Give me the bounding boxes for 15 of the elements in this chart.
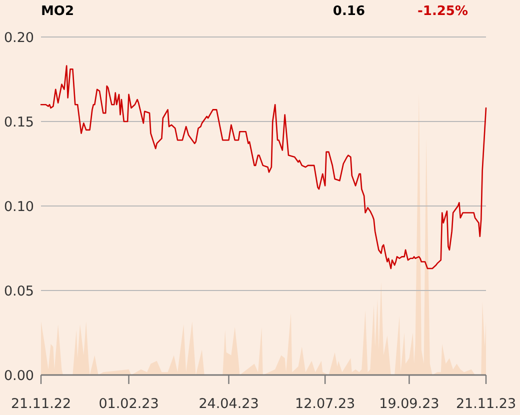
- x-tick-label: 21.11.22: [10, 396, 72, 412]
- x-tick-label: 19.09.23: [379, 396, 440, 412]
- line-series: [40, 65, 487, 270]
- y-tick-label: 0.00: [4, 368, 34, 384]
- text: 0.16: [332, 4, 365, 19]
- x-tick-label: 24.04.23: [198, 396, 259, 412]
- x-tick-label: 01.02.23: [98, 396, 159, 412]
- y-tick-label: 0.05: [4, 284, 34, 300]
- text: -1.25%: [418, 4, 468, 19]
- y-tick-label: 0.20: [4, 30, 34, 46]
- y-tick-label: 0.15: [4, 114, 34, 130]
- x-tick-label: 21.11.23: [456, 396, 516, 412]
- chart-title: MO2: [41, 4, 74, 19]
- x-tick-label: 12.07.23: [295, 396, 356, 412]
- y-tick-label: 0.10: [4, 199, 34, 215]
